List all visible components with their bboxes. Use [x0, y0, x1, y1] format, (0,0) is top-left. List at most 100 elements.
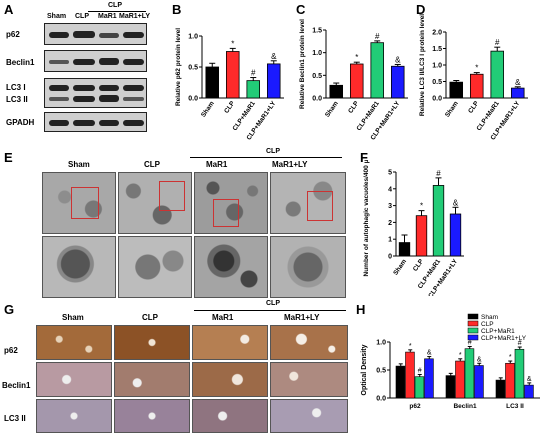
panel-label-h: H [356, 302, 366, 317]
ihc-clp-p62 [114, 325, 190, 360]
blot-row-p62: p62 [6, 30, 20, 39]
y-tick-label: 2.0 [432, 30, 442, 37]
bar-2 [432, 185, 445, 257]
bar-3 [449, 213, 462, 257]
chart-h-optical-density: 0.0 0.5 1.0 * # & p62 * # & Beclin1 * # & LC3 II Optica… [361, 313, 540, 410]
legend-swatch [467, 327, 479, 334]
x-tick-label: LC3 II [506, 403, 524, 410]
blot-group-line [88, 11, 146, 12]
ihc-row-p62: p62 [4, 346, 18, 355]
sig-mark: * [420, 202, 423, 211]
y-tick-label: 0.0 [376, 396, 386, 403]
ihc-row-lc3-ii: LC3 II [4, 414, 26, 423]
chart-c-beclin1: 0.00.51.01.5Sham*CLP#CLP+MaR1&CLP+MaR1+L… [299, 19, 408, 140]
bar-0 [495, 379, 506, 399]
sig-mark: * [459, 352, 462, 359]
y-tick-label: 1.5 [432, 46, 442, 53]
blot-p62 [44, 23, 147, 45]
ihc-mar1-lc3ii [192, 399, 268, 433]
chart-f-vacuoles: 012345Sham*CLP#CLP+MaR1&CLP+MaR1+LYNumbe… [363, 160, 464, 296]
y-tick-label: 0.5 [312, 73, 322, 80]
legend-label: CLP [481, 321, 494, 328]
blot-lane-clp: CLP [75, 13, 89, 20]
y-tick-label: 0.0 [312, 96, 322, 103]
legend-label: CLP+MaR1 [481, 328, 515, 335]
y-tick-label: 0.0 [432, 96, 442, 103]
y-tick-label: 0.0 [188, 96, 198, 103]
blot-row-beclin1: Beclin1 [6, 58, 35, 67]
ihc-mar1ly-lc3ii [270, 399, 348, 433]
em-grid [42, 172, 346, 298]
bar-0 [205, 66, 220, 99]
panel-label-c: C [296, 2, 306, 17]
ihc-grid [36, 325, 348, 433]
sig-mark: # [418, 367, 422, 374]
chart-b-p62: 0.00.51.0Sham*CLP#CLP+MaR1&CLP+MaR1+LYRe… [175, 28, 284, 140]
sig-mark: # [436, 169, 441, 178]
x-tick-label: p62 [409, 403, 421, 410]
y-tick-label: 1 [388, 237, 392, 244]
legend-swatch [467, 334, 479, 341]
ihc-col-clp: CLP [142, 313, 158, 322]
y-tick-label: 1.0 [188, 34, 198, 41]
panel-label-b: B [172, 2, 182, 17]
x-tick-label: Beclin1 [453, 403, 477, 410]
em-sham-high [42, 236, 116, 298]
x-tick-label: CLP [412, 258, 426, 273]
bar-1 [405, 351, 415, 399]
sig-mark: & [427, 350, 432, 357]
bar-2 [464, 348, 475, 399]
ihc-mar1ly-beclin1 [270, 362, 348, 397]
sig-mark: # [518, 340, 522, 347]
ihc-sham-p62 [36, 325, 112, 360]
bar-1 [415, 215, 428, 257]
y-axis-label: Number of autophagic vacuoles/400 μm² [363, 160, 370, 276]
x-tick-label: CLP [467, 100, 481, 115]
em-col-clp: CLP [144, 160, 160, 169]
legend-label: CLP+MaR1+LY [481, 335, 527, 342]
blot-row-gpadh: GPADH [6, 118, 35, 127]
bar-0 [398, 242, 411, 257]
bar-3 [510, 87, 525, 99]
blot-beclin1 [44, 50, 147, 72]
y-tick-label: 1.5 [312, 28, 322, 35]
x-tick-label: Sham [392, 258, 408, 277]
x-tick-label: Sham [200, 100, 216, 119]
bar-3 [390, 65, 405, 99]
sig-mark: * [231, 39, 234, 48]
ihc-sham-lc3ii [36, 399, 112, 433]
ihc-group-header: CLP [266, 300, 280, 307]
sig-mark: & [527, 376, 532, 383]
y-tick-label: 1.0 [312, 50, 322, 57]
ihc-group-line [194, 310, 346, 311]
bar-3 [524, 384, 534, 399]
y-axis-label: Relative LC3 II/LC3 I protein level [419, 14, 426, 116]
y-tick-label: 0 [388, 254, 392, 261]
bar-1 [349, 63, 364, 99]
y-axis-label: Relative p62 protein level [175, 28, 182, 106]
y-axis-label: Relative Beclin1 protein level [299, 19, 306, 109]
bar-2 [414, 376, 425, 399]
legend-swatch [467, 320, 479, 327]
bar-0 [449, 81, 464, 99]
legend-label: Sham [481, 314, 498, 321]
bar-1 [505, 362, 515, 399]
bar-2 [490, 50, 505, 99]
sig-mark: & [515, 78, 521, 87]
y-tick-label: 5 [388, 170, 392, 177]
blot-row-lc3-i: LC3 I [6, 83, 26, 92]
ihc-clp-lc3ii [114, 399, 190, 433]
sig-mark: * [509, 354, 512, 361]
em-mar1ly-high [270, 236, 346, 298]
y-axis-label: Optical Density [361, 344, 368, 395]
ihc-mar1-p62 [192, 325, 268, 360]
bar-3 [266, 63, 281, 99]
ihc-col-mar1ly: MaR1+LY [284, 313, 320, 322]
ihc-mar1-beclin1 [192, 362, 268, 397]
y-tick-label: 0.5 [432, 79, 442, 86]
em-sham-low [42, 172, 116, 234]
em-group-line [190, 157, 342, 158]
bar-1 [469, 73, 484, 99]
bar-0 [395, 365, 406, 399]
ihc-col-sham: Sham [62, 313, 84, 322]
